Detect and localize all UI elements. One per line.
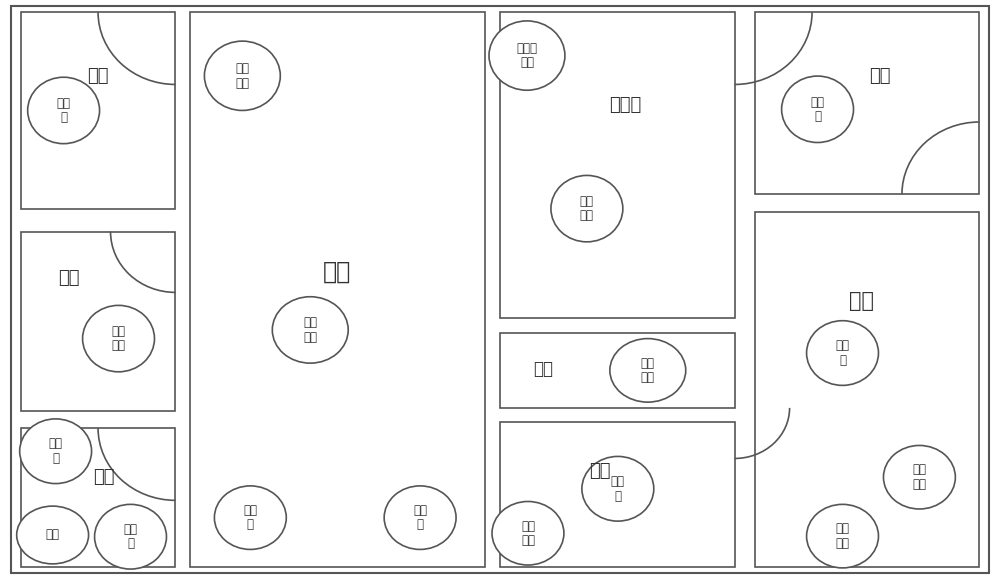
- Bar: [21, 428, 175, 567]
- Ellipse shape: [492, 501, 564, 565]
- Text: 洗衣
机: 洗衣 机: [243, 504, 257, 532]
- Text: 儿童房
空调: 儿童房 空调: [516, 42, 537, 69]
- Ellipse shape: [83, 305, 154, 372]
- Bar: [500, 422, 735, 567]
- Bar: [500, 333, 735, 408]
- Text: 客卧: 客卧: [589, 463, 611, 481]
- Ellipse shape: [95, 504, 166, 569]
- Text: 主卧
台灯: 主卧 台灯: [836, 522, 850, 550]
- Text: 灯组
过道: 灯组 过道: [641, 357, 655, 384]
- Text: 客卧
空调: 客卧 空调: [521, 519, 535, 547]
- Ellipse shape: [551, 175, 623, 242]
- Bar: [500, 12, 735, 318]
- Text: 冰箱: 冰箱: [46, 529, 60, 541]
- Text: 主卧: 主卧: [849, 291, 874, 311]
- Ellipse shape: [582, 456, 654, 521]
- Bar: [190, 12, 485, 567]
- Text: 餐厅: 餐厅: [58, 269, 79, 287]
- Bar: [755, 12, 979, 194]
- Text: 客厅: 客厅: [323, 260, 351, 284]
- Text: 客厅
空调: 客厅 空调: [235, 62, 249, 90]
- Ellipse shape: [384, 486, 456, 549]
- Text: 主卧
灯: 主卧 灯: [836, 339, 850, 367]
- Text: 厨房: 厨房: [93, 468, 114, 486]
- Ellipse shape: [489, 21, 565, 90]
- Ellipse shape: [20, 419, 92, 483]
- Text: 灯组
客厅: 灯组 客厅: [303, 316, 317, 344]
- Text: 儿童
房灯: 儿童 房灯: [580, 195, 594, 222]
- Text: 热水
器: 热水 器: [124, 523, 138, 551]
- Ellipse shape: [883, 445, 955, 509]
- Ellipse shape: [214, 486, 286, 549]
- Text: 公卫: 公卫: [87, 67, 108, 85]
- Ellipse shape: [807, 504, 878, 568]
- Text: 主卫: 主卫: [869, 67, 890, 85]
- Ellipse shape: [204, 41, 280, 111]
- Text: 儿童房: 儿童房: [609, 96, 641, 113]
- Text: 公卫
灯: 公卫 灯: [57, 97, 71, 124]
- Bar: [21, 232, 175, 411]
- Text: 主卫
灯: 主卫 灯: [811, 96, 825, 123]
- Ellipse shape: [807, 321, 878, 386]
- Text: 主卧
空调: 主卧 空调: [912, 463, 926, 491]
- Text: 阳台
灯: 阳台 灯: [413, 504, 427, 532]
- Ellipse shape: [610, 339, 686, 402]
- Text: 灯组
餐厅: 灯组 餐厅: [112, 325, 126, 353]
- Ellipse shape: [28, 77, 100, 144]
- Bar: [755, 211, 979, 567]
- Text: 厨房
灯: 厨房 灯: [49, 438, 63, 465]
- Bar: [21, 12, 175, 208]
- Text: 过道: 过道: [533, 360, 553, 378]
- Text: 客卧
灯: 客卧 灯: [611, 475, 625, 503]
- Ellipse shape: [17, 506, 89, 564]
- Ellipse shape: [782, 76, 854, 142]
- Ellipse shape: [272, 296, 348, 363]
